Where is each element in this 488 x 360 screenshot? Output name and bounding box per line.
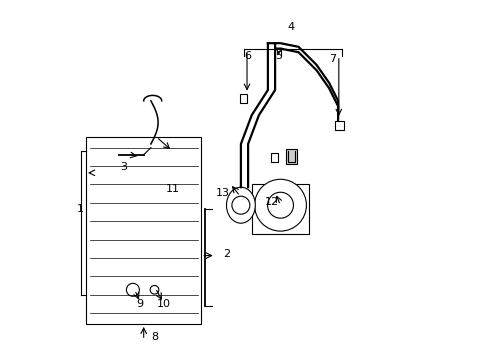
Text: 11: 11 <box>165 184 179 194</box>
Circle shape <box>254 179 306 231</box>
Ellipse shape <box>226 187 255 223</box>
Bar <box>285 149 296 164</box>
Bar <box>335 121 344 130</box>
Text: 5: 5 <box>275 51 282 61</box>
Bar <box>251 184 309 234</box>
Bar <box>86 137 201 324</box>
Text: 3: 3 <box>120 162 127 172</box>
Text: 7: 7 <box>328 54 336 64</box>
Circle shape <box>150 285 159 294</box>
Text: 8: 8 <box>151 332 158 342</box>
Circle shape <box>126 283 139 296</box>
Bar <box>270 153 277 162</box>
Text: 13: 13 <box>216 188 229 198</box>
Text: 12: 12 <box>264 197 278 207</box>
Text: 2: 2 <box>223 249 229 259</box>
Bar <box>239 94 246 103</box>
Circle shape <box>231 196 249 214</box>
Text: 10: 10 <box>156 299 170 309</box>
Text: 4: 4 <box>287 22 294 32</box>
Circle shape <box>267 192 293 218</box>
Text: 1: 1 <box>77 204 84 214</box>
Text: 6: 6 <box>244 51 251 61</box>
Text: 9: 9 <box>136 299 143 309</box>
